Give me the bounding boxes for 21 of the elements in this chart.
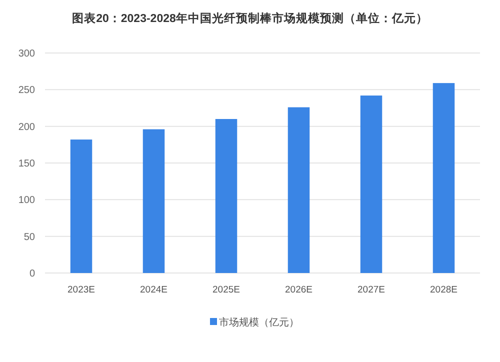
x-tick-label: 2028E: [430, 284, 458, 296]
y-tick-label: 50: [24, 232, 36, 243]
x-tick-label: 2025E: [212, 284, 240, 296]
bar: [288, 107, 310, 273]
y-tick-label: 0: [29, 268, 36, 280]
bar: [70, 140, 92, 273]
y-tick-label: 100: [18, 195, 36, 206]
legend-label: 市场规模（亿元）: [219, 316, 299, 328]
bar: [432, 83, 455, 273]
y-tick-label: 150: [18, 158, 36, 170]
chart-title: 图表20：2023-2028年中国光纤预制棒市场规模预测（单位：亿元）: [72, 11, 428, 25]
x-tick-label: 2026E: [285, 284, 312, 296]
x-tick-label: 2024E: [140, 284, 168, 296]
y-tick-label: 250: [18, 85, 36, 96]
x-tick-label: 2027E: [358, 284, 385, 296]
bar: [360, 96, 382, 273]
bar: [215, 119, 238, 273]
x-tick-label: 2023E: [68, 284, 95, 296]
y-tick-label: 200: [18, 122, 36, 133]
y-tick-label: 300: [18, 48, 36, 60]
bar: [142, 129, 165, 273]
